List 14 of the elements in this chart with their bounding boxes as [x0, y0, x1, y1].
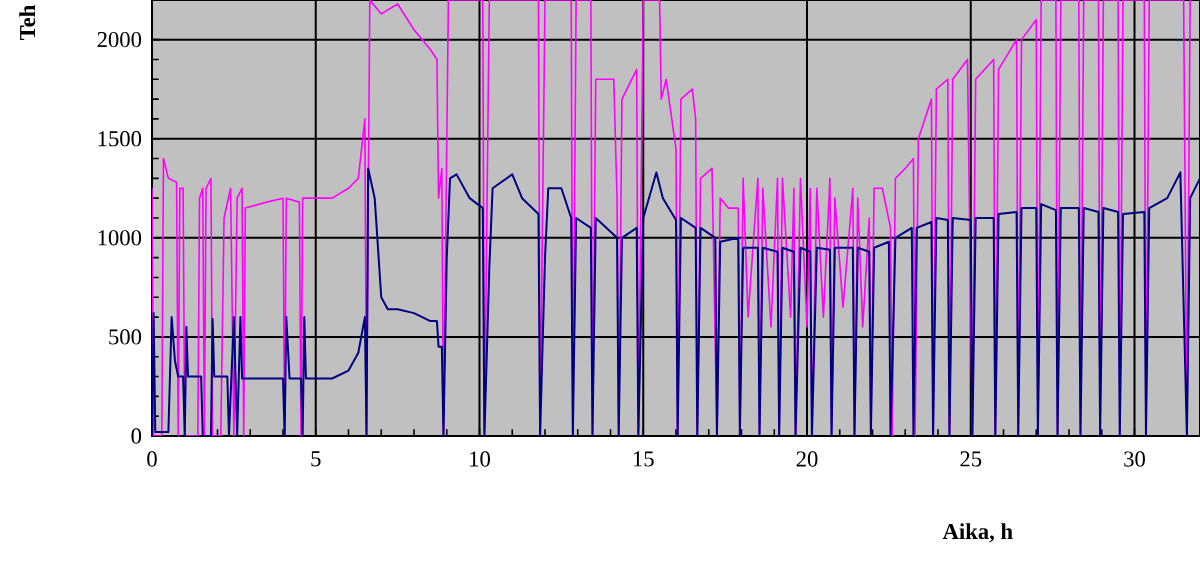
y-tick-label: 2000	[97, 31, 142, 48]
x-tick-label: 20	[796, 451, 818, 467]
y-tick-label: 1500	[98, 131, 142, 147]
y-tick-label: 1000	[98, 230, 142, 246]
x-tick-label: 0	[147, 451, 157, 467]
x-tick-label: 10	[470, 451, 490, 467]
x-tick-label: 5	[311, 451, 321, 467]
x-tick-label: 30	[1124, 451, 1145, 467]
x-tick-label: 25	[960, 451, 982, 467]
y-axis-title: Teh	[19, 5, 36, 41]
x-axis-title: Aika, h	[942, 523, 1013, 543]
x-tick-label: 15	[633, 451, 654, 467]
y-tick-label: 500	[109, 329, 142, 345]
y-tick-label: 0	[131, 428, 142, 444]
